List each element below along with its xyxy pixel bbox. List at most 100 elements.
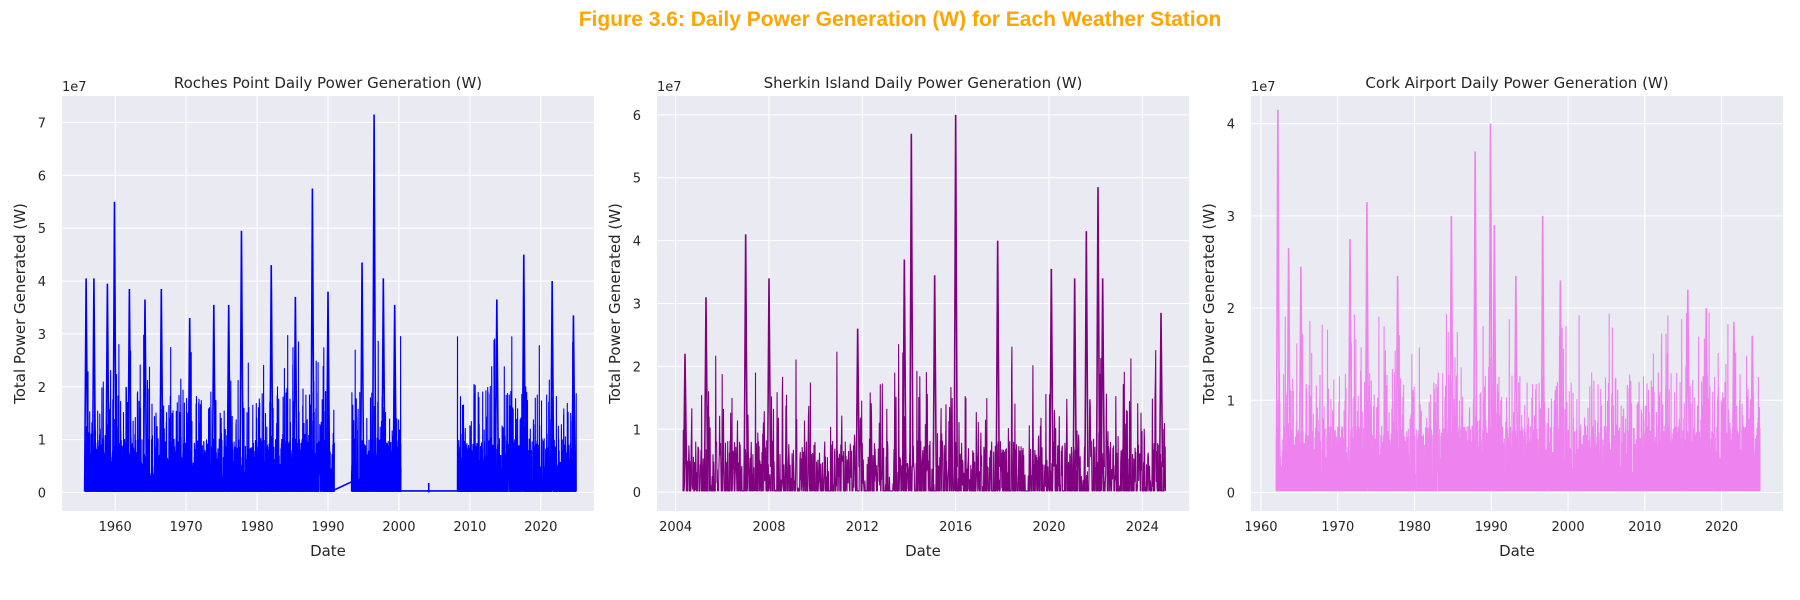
series-peak xyxy=(1095,187,1101,491)
series-peak xyxy=(359,262,365,492)
series-peak xyxy=(1298,266,1304,491)
series-peak xyxy=(127,288,132,492)
series-peak xyxy=(682,353,688,491)
series-peak xyxy=(1347,238,1353,491)
series-peak xyxy=(371,114,377,492)
y-tick-label: 4 xyxy=(38,275,46,290)
y-axis-label: Total Power Generated (W) xyxy=(11,203,29,405)
series-peak xyxy=(239,230,244,492)
series-peak xyxy=(494,299,500,492)
series-peak xyxy=(211,304,217,492)
y-offset-label: 1e7 xyxy=(62,80,87,95)
y-tick-label: 4 xyxy=(1227,118,1235,133)
series-peak xyxy=(1395,275,1400,491)
y-tick-label: 1 xyxy=(38,434,46,449)
series-peak xyxy=(293,296,298,492)
x-tick-label: 2000 xyxy=(1552,520,1585,535)
series-peak xyxy=(1100,278,1105,491)
x-tick-label: 1970 xyxy=(170,520,203,535)
y-offset-label: 1e7 xyxy=(657,80,682,95)
series-peak xyxy=(187,318,192,492)
series-peak xyxy=(902,259,907,491)
series-peak xyxy=(392,304,397,492)
series-peak xyxy=(159,288,164,492)
x-tick-label: 1980 xyxy=(241,520,274,535)
series-peak xyxy=(953,114,958,491)
series-peak xyxy=(325,291,331,492)
chart-panel-2: 2004 2008 2012 2016 2020 2024 0 1 2 3 4 5 6 Sherkin I… xyxy=(606,74,1189,560)
y-tick-label: 0 xyxy=(38,486,46,501)
series-peak xyxy=(1072,278,1077,491)
y-tick-label: 5 xyxy=(38,222,46,237)
y-offset-label: 1e7 xyxy=(1251,80,1276,95)
series-peak xyxy=(1513,275,1519,491)
series-peak xyxy=(743,234,748,491)
series-peak xyxy=(1472,151,1478,491)
series-peak xyxy=(105,283,110,492)
x-tick-label: 2020 xyxy=(1032,520,1065,535)
series-peak xyxy=(766,278,772,491)
series-peak xyxy=(855,328,860,491)
series-peak xyxy=(1749,335,1755,491)
series-peak xyxy=(1731,321,1737,491)
x-axis-label: Date xyxy=(905,542,941,560)
y-tick-label: 0 xyxy=(1227,487,1235,502)
y-tick-label: 7 xyxy=(38,116,46,131)
x-tick-label: 1980 xyxy=(1398,520,1431,535)
series-peak xyxy=(1492,225,1497,491)
series-line-group xyxy=(83,114,577,493)
series-peak xyxy=(268,265,274,492)
series-line xyxy=(682,344,1167,492)
series-peak xyxy=(1286,248,1291,491)
y-tick-label: 1 xyxy=(633,423,641,438)
y-tick-label: 5 xyxy=(633,172,641,187)
figure-title: Figure 3.6: Daily Power Generation (W) f… xyxy=(578,8,1222,31)
series-peak xyxy=(1364,202,1370,491)
x-tick-label: 1990 xyxy=(311,520,344,535)
x-tick-label: 2004 xyxy=(659,520,692,535)
series-peak xyxy=(381,278,386,492)
y-tick-label: 0 xyxy=(633,486,641,501)
x-tick-label: 2000 xyxy=(382,520,415,535)
x-tick-label: 2024 xyxy=(1126,520,1159,535)
y-tick-label: 3 xyxy=(633,298,641,313)
y-tick-label: 6 xyxy=(38,169,46,184)
chart-panel-3: 1960 1970 1980 1990 2000 2010 2020 0 1 2 3 4 Cork Ai… xyxy=(1200,74,1783,560)
series-peak xyxy=(226,304,231,492)
series-peak xyxy=(1558,280,1563,491)
x-tick-label: 1990 xyxy=(1475,520,1508,535)
series-peak xyxy=(310,188,315,492)
chart-panel-1: 1960 1970 1980 1990 2000 2010 2020 0 1 2 3 4 5 6 7 Roch… xyxy=(11,74,594,560)
y-axis-label: Total Power Generated (W) xyxy=(606,203,624,405)
y-tick-label: 2 xyxy=(1227,302,1235,317)
x-tick-label: 2008 xyxy=(752,520,785,535)
x-tick-label: 2010 xyxy=(453,520,486,535)
series-peak xyxy=(1540,215,1546,491)
series-peak xyxy=(142,299,148,492)
series-peak xyxy=(995,240,1000,491)
x-axis-label: Date xyxy=(310,542,346,560)
y-tick-label: 2 xyxy=(633,360,641,375)
series-peak xyxy=(1685,289,1691,491)
series-gap-connector xyxy=(334,481,352,491)
series-line xyxy=(1275,312,1761,492)
series-peak xyxy=(549,281,555,492)
x-tick-label: 2010 xyxy=(1628,520,1661,535)
series-peak xyxy=(83,278,89,492)
series-peak xyxy=(1158,312,1164,491)
x-tick-label: 1960 xyxy=(1244,520,1277,535)
series-peak xyxy=(112,201,117,492)
series-peak xyxy=(1488,123,1493,491)
x-tick-label: 2020 xyxy=(524,520,557,535)
series-line-group xyxy=(1275,109,1761,492)
y-tick-label: 4 xyxy=(633,235,641,250)
chart-title: Roches Point Daily Power Generation (W) xyxy=(174,74,482,92)
chart-title: Sherkin Island Daily Power Generation (W… xyxy=(764,74,1083,92)
y-tick-label: 6 xyxy=(633,109,641,124)
series-peak xyxy=(909,133,914,491)
x-tick-label: 1960 xyxy=(99,520,132,535)
chart-title: Cork Airport Daily Power Generation (W) xyxy=(1365,74,1668,92)
series-peak xyxy=(521,254,527,492)
y-tick-label: 3 xyxy=(38,328,46,343)
